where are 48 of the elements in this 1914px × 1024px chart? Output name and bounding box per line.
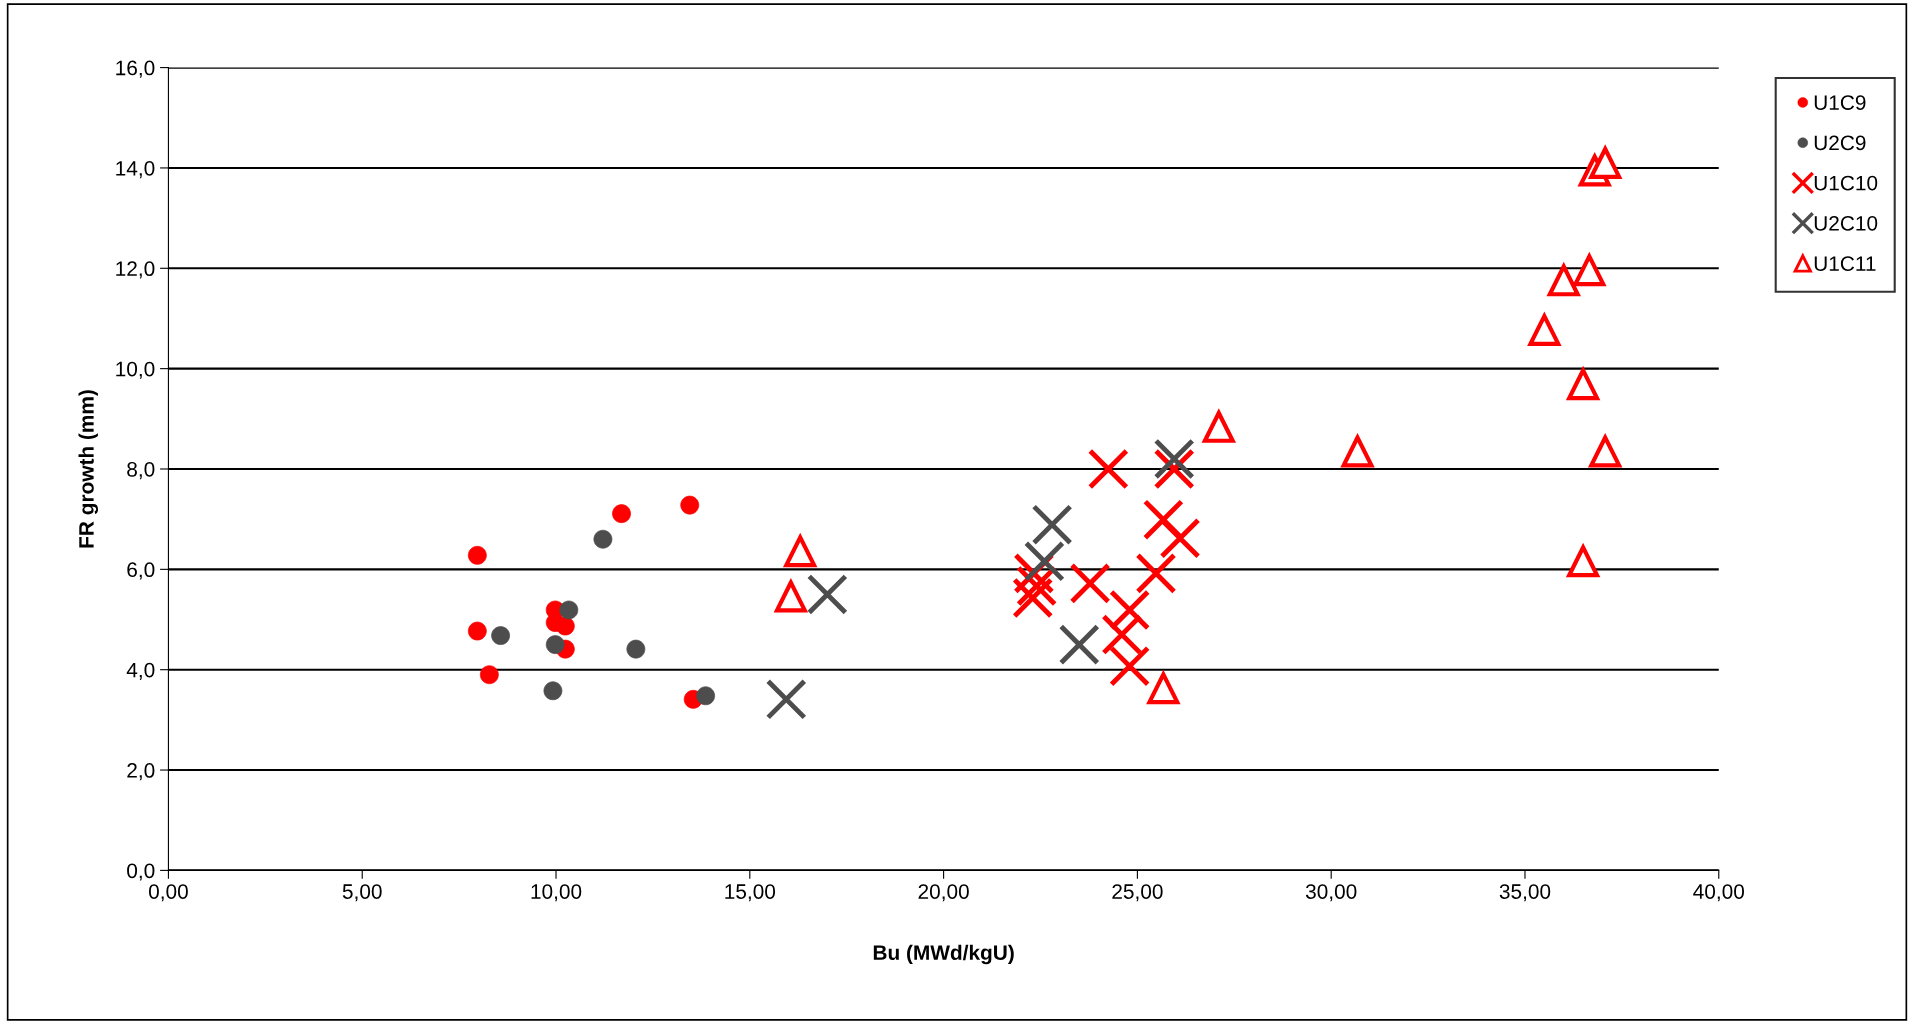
point <box>1135 552 1177 594</box>
point <box>1087 448 1129 490</box>
x-tick-label: 25,00 <box>1112 884 1163 902</box>
x-tick-label: 15,00 <box>725 884 776 902</box>
point <box>1589 435 1622 468</box>
y-tick-label: 16,0 <box>116 60 155 78</box>
point <box>765 678 807 720</box>
point <box>1142 499 1184 541</box>
x-axis-title: Bu (MWd/kgU) <box>873 944 1014 965</box>
x-tick-label: 35,00 <box>1499 884 1551 902</box>
y-tick-label: 14,0 <box>116 160 155 179</box>
legend-label: U2C10 <box>1814 215 1878 231</box>
x-tick-label: 40,00 <box>1693 884 1745 902</box>
y-tick-label: 2,0 <box>127 763 155 781</box>
point <box>1023 540 1065 582</box>
y-tick-label: 10,0 <box>116 361 155 379</box>
y-tick-label: 0,0 <box>127 863 155 881</box>
point <box>806 573 848 615</box>
point <box>1058 624 1100 666</box>
point <box>1109 589 1151 631</box>
point <box>1341 435 1374 468</box>
point <box>1031 504 1073 546</box>
x-tick-label: 0,00 <box>148 884 188 902</box>
point <box>559 600 579 620</box>
legend-label: U1C9 <box>1814 95 1866 110</box>
y-tick-label: 12,0 <box>116 261 155 279</box>
point <box>1573 254 1606 287</box>
x-tick-label: 30,00 <box>1305 884 1357 902</box>
x-tick-label: 20,00 <box>918 884 969 902</box>
point <box>1153 438 1195 480</box>
point <box>1588 144 1623 179</box>
x-tick-label: 5,00 <box>342 884 382 902</box>
y-axis-title: FR growth (mm) <box>78 390 99 548</box>
legend-label: U1C10 <box>1814 175 1878 191</box>
legend-label: U2C9 <box>1814 135 1866 151</box>
point <box>1069 562 1111 604</box>
legend-label: U1C11 <box>1814 256 1876 271</box>
point <box>543 681 563 701</box>
point <box>1159 517 1201 559</box>
point <box>1201 408 1236 443</box>
x-tick-label: 10,00 <box>531 884 582 902</box>
y-tick-label: 8,0 <box>127 461 155 480</box>
point <box>1012 577 1054 619</box>
point <box>1109 645 1151 687</box>
y-tick-label: 6,0 <box>127 562 155 580</box>
point <box>1101 614 1143 656</box>
y-tick-label: 4,0 <box>126 662 155 680</box>
point <box>774 580 807 613</box>
